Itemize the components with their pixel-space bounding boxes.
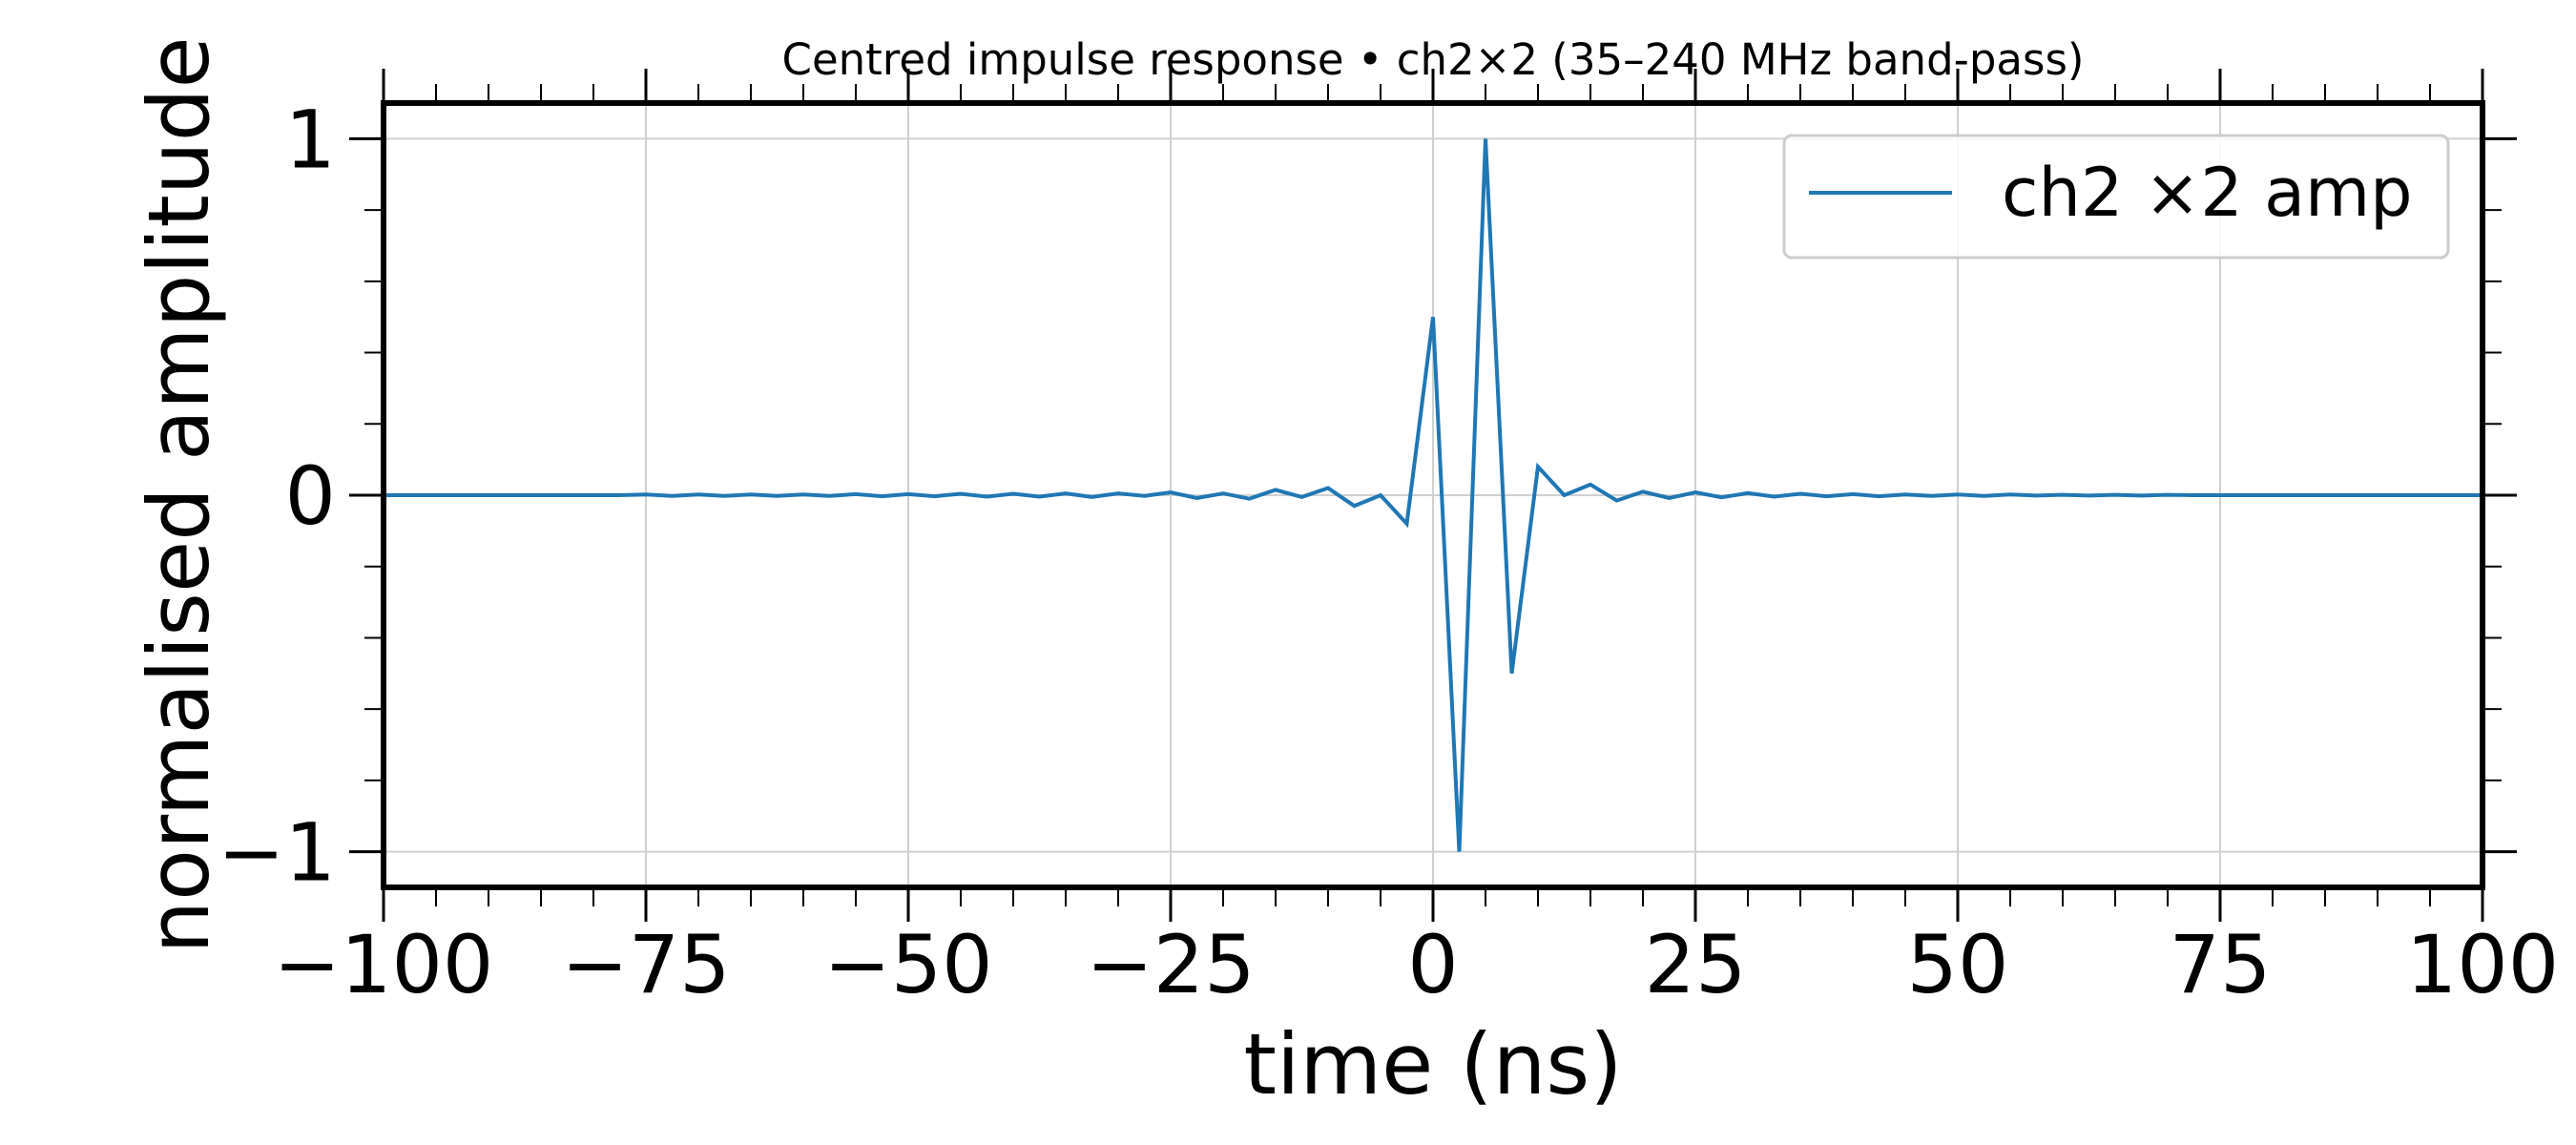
x-tick-labels: −100 −75 −50 −25 0 25 50 75 100 (274, 918, 2560, 1011)
x-tick-label: 0 (1407, 918, 1458, 1011)
series-layer (384, 138, 2483, 852)
legend-box (1782, 134, 2450, 260)
x-tick-label: 25 (1645, 918, 1747, 1011)
series-line (384, 138, 2483, 852)
y-tick-label: 1 (285, 93, 336, 186)
x-tick-label: −100 (274, 918, 494, 1011)
y-tick-labels: −1 0 1 (218, 93, 336, 899)
x-tick-label: 75 (2170, 918, 2272, 1011)
x-tick-label: −75 (561, 918, 730, 1011)
y-tick-label: 0 (285, 449, 336, 543)
x-tick-label: −50 (823, 918, 992, 1011)
plot-frame (381, 100, 2485, 890)
x-axis-label: time (ns) (1243, 1015, 1622, 1114)
legend-label: ch2 ×2 amp (2002, 154, 2413, 232)
x-tick-label: 50 (1907, 918, 2009, 1011)
y-axis-label: normalised amplitude (130, 36, 228, 953)
legend: ch2 ×2 amp (1782, 134, 2450, 260)
x-tick-label: −25 (1086, 918, 1255, 1011)
y-tick-label: −1 (218, 806, 336, 900)
x-tick-label: 100 (2406, 918, 2559, 1011)
axis-ticks (349, 69, 2517, 922)
